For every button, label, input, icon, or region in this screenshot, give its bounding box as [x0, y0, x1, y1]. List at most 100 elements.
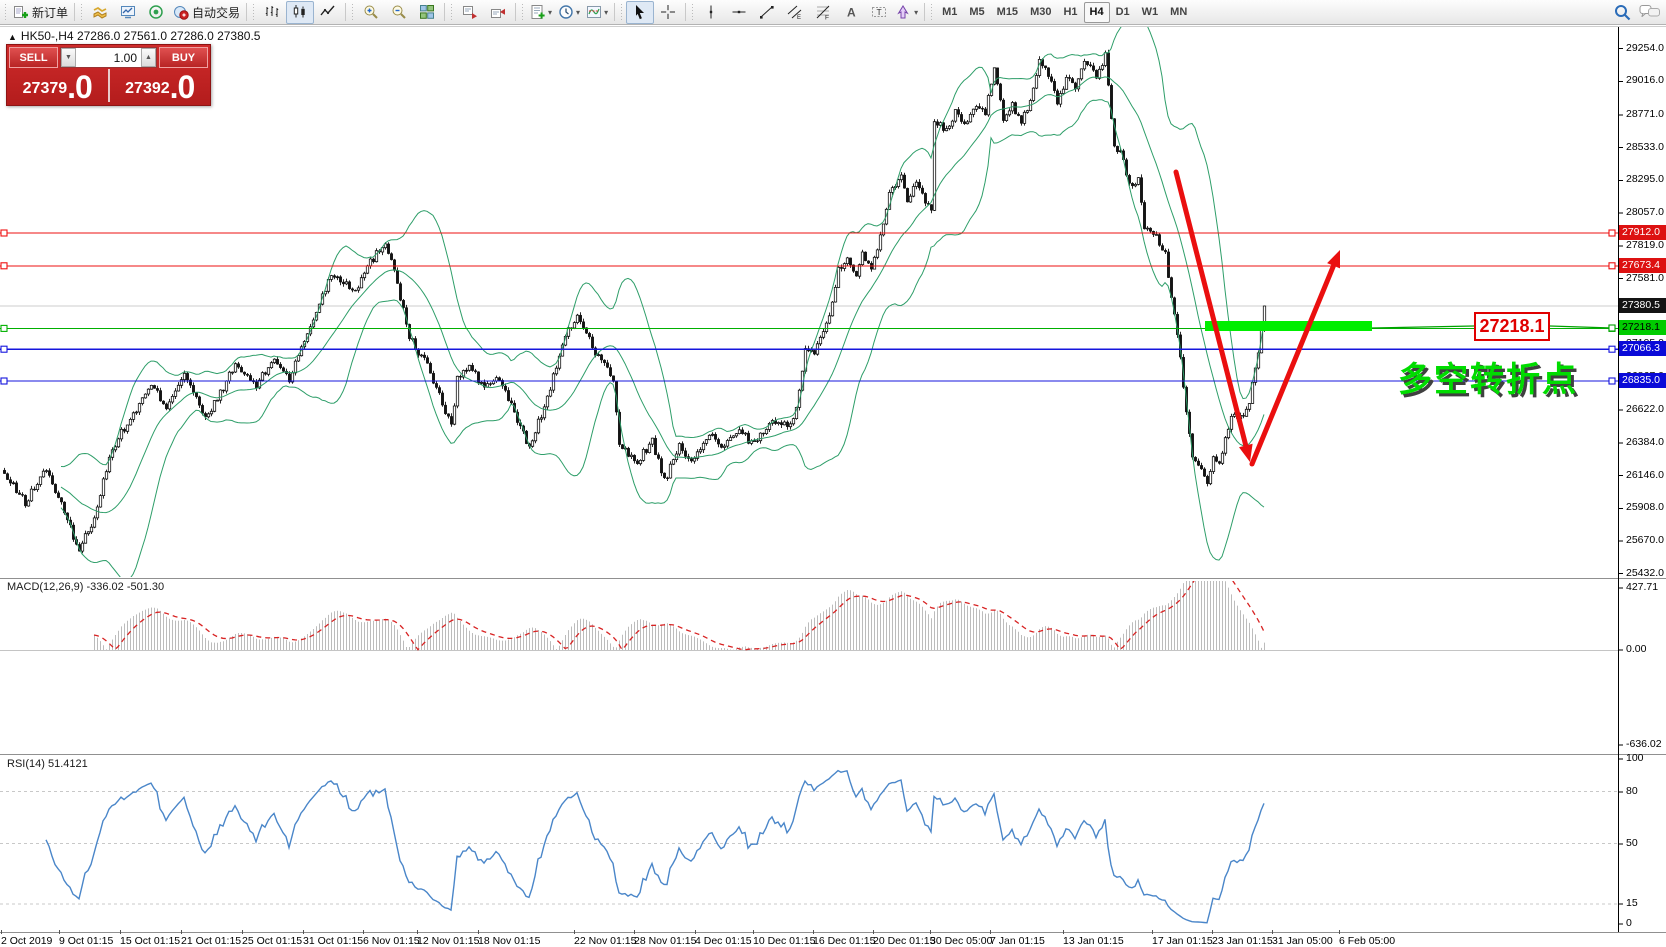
- toolbar-separator: [74, 3, 76, 21]
- time-tick-label: 31 Jan 05:00: [1272, 935, 1333, 947]
- sell-button[interactable]: SELL: [9, 47, 58, 68]
- period-clock-dropdown-caret[interactable]: ▾: [576, 7, 581, 17]
- time-tick-label: 17 Jan 01:15: [1152, 935, 1213, 947]
- price-tick-label: 25670.0: [1626, 534, 1664, 546]
- price-badge: 27673.4: [1619, 257, 1666, 273]
- timeframe-d1-button[interactable]: D1: [1115, 6, 1130, 18]
- time-tick-label: 31 Oct 01:15: [303, 935, 364, 947]
- cursor-button[interactable]: [626, 0, 655, 24]
- period-clock-button[interactable]: ▾: [555, 1, 583, 24]
- time-tick-label: 18 Nov 01:15: [478, 935, 541, 947]
- one-click-trading-panel: SELL ▼ 1.00 ▲ BUY 27379.0 27392.0: [6, 44, 211, 106]
- timeframe-h1-button[interactable]: H1: [1063, 6, 1078, 18]
- timeframe-mn-button[interactable]: MN: [1170, 6, 1188, 18]
- time-tick-label: 30 Dec 05:00: [930, 935, 993, 947]
- price-tick-label: 28295.0: [1626, 173, 1664, 186]
- signals-button[interactable]: [142, 1, 170, 24]
- chart-doc-button[interactable]: [86, 1, 114, 24]
- new-order-button[interactable]: 新订单: [10, 1, 71, 24]
- shapes-button[interactable]: ▾: [893, 1, 921, 24]
- indicators-dropdown-caret[interactable]: ▾: [604, 7, 609, 17]
- time-tick-label: 16 Dec 01:15: [813, 935, 876, 947]
- svg-text:A: A: [847, 6, 856, 20]
- timeframe-w1-button[interactable]: W1: [1141, 6, 1159, 18]
- toolbar-drag-handle[interactable]: [351, 4, 356, 20]
- rsi-indicator-label: RSI(14) 51.4121: [7, 758, 88, 770]
- price-badge: 27218.1: [1619, 320, 1666, 336]
- toolbar-separator: [685, 3, 687, 21]
- sell-price-main: 27379: [22, 80, 68, 97]
- templates-dropdown-caret[interactable]: ▾: [548, 7, 553, 17]
- hline-button[interactable]: [725, 1, 753, 24]
- search-icon[interactable]: [1608, 1, 1636, 24]
- text-button[interactable]: A: [837, 1, 865, 24]
- svg-text:E: E: [797, 15, 801, 20]
- price-badge: 27912.0: [1619, 225, 1666, 241]
- templates-button[interactable]: ▾: [527, 1, 555, 24]
- shapes-dropdown-caret[interactable]: ▾: [914, 7, 919, 17]
- zoom-out-button[interactable]: [385, 1, 413, 24]
- turning-point-annotation: 多空转折点: [1398, 361, 1578, 399]
- vline-button[interactable]: [697, 1, 725, 24]
- arrange-down-button[interactable]: [456, 1, 484, 24]
- rsi-axis-label: 15: [1626, 897, 1638, 909]
- toolbar-drag-handle[interactable]: [620, 4, 625, 20]
- price-tick-label: 26622.0: [1626, 403, 1664, 416]
- channel-button[interactable]: E: [781, 1, 809, 24]
- volume-decrease-button[interactable]: ▼: [61, 48, 76, 67]
- rsi-axis-label: 0: [1626, 917, 1632, 929]
- price-badge: 27066.3: [1619, 341, 1666, 357]
- toolbar-drag-handle[interactable]: [4, 4, 8, 20]
- toolbar-drag-handle[interactable]: [691, 4, 696, 20]
- timeframe-m15-button[interactable]: M15: [996, 6, 1019, 18]
- toolbar-drag-handle[interactable]: [521, 4, 526, 20]
- volume-increase-button[interactable]: ▲: [141, 48, 156, 67]
- time-tick-label: 13 Jan 01:15: [1063, 935, 1124, 947]
- indicators-button[interactable]: ▾: [583, 1, 611, 24]
- toolbar-separator: [345, 3, 347, 21]
- label-button[interactable]: T: [865, 1, 893, 24]
- crosshair-button[interactable]: [654, 1, 682, 24]
- svg-text:F: F: [825, 15, 829, 21]
- line-chart-button[interactable]: [314, 1, 342, 24]
- tile-windows-button[interactable]: [413, 1, 441, 24]
- trendline-button[interactable]: [753, 1, 781, 24]
- timeframe-m30-button[interactable]: M30: [1030, 6, 1052, 18]
- macd-axis-label: 427.71: [1626, 581, 1659, 593]
- buy-price[interactable]: 27392.0: [107, 69, 211, 105]
- toolbar-drag-handle[interactable]: [930, 4, 935, 20]
- toolbar-drag-handle[interactable]: [450, 4, 455, 20]
- toolbar-separator: [246, 3, 248, 21]
- volume-value[interactable]: 1.00: [113, 50, 137, 65]
- time-tick-label: 21 Oct 01:15: [181, 935, 242, 947]
- symbol-ohlc-text: HK50-,H4 27286.0 27561.0 27286.0 27380.5: [20, 29, 261, 43]
- price-badge: 27380.5: [1619, 298, 1666, 314]
- sell-price[interactable]: 27379.0: [7, 69, 108, 103]
- auto-trading-button[interactable]: 自动交易: [170, 1, 243, 24]
- toolbar-drag-handle[interactable]: [80, 4, 85, 20]
- fibonacci-button[interactable]: F: [809, 1, 837, 24]
- main-toolbar: 新订单 自动交易 ▾ ▾ ▾ E F A T ▾ M1 M5 M15 M30 H1 H4 D1 W1 MN: [0, 0, 1666, 25]
- time-tick-label: 2 Oct 2019: [1, 935, 53, 947]
- timeframe-m5-button[interactable]: M5: [969, 6, 985, 18]
- bars-chart-button[interactable]: [258, 1, 286, 24]
- rsi-axis-label: 50: [1626, 837, 1638, 849]
- support-price-callout[interactable]: 27218.1: [1474, 312, 1550, 341]
- collapse-triangle-icon[interactable]: ▲: [8, 32, 17, 42]
- market-watch-button[interactable]: [114, 1, 142, 24]
- rsi-axis-label: 100: [1626, 752, 1644, 764]
- candles-chart-button[interactable]: [286, 0, 315, 24]
- zoom-in-button[interactable]: [357, 1, 385, 24]
- arrange-up-button[interactable]: [484, 1, 512, 24]
- timeframe-m1-button[interactable]: M1: [942, 6, 958, 18]
- toolbar-drag-handle[interactable]: [252, 4, 257, 20]
- price-tick-label: 27581.0: [1626, 271, 1664, 284]
- chart-symbol-title: ▲ HK50-,H4 27286.0 27561.0 27286.0 27380.…: [8, 29, 260, 43]
- buy-price-pips: .0: [169, 69, 196, 105]
- buy-button[interactable]: BUY: [159, 47, 208, 68]
- svg-text:T: T: [877, 7, 882, 17]
- chat-icon[interactable]: [1636, 1, 1664, 24]
- timeframe-h4-button[interactable]: H4: [1083, 1, 1110, 23]
